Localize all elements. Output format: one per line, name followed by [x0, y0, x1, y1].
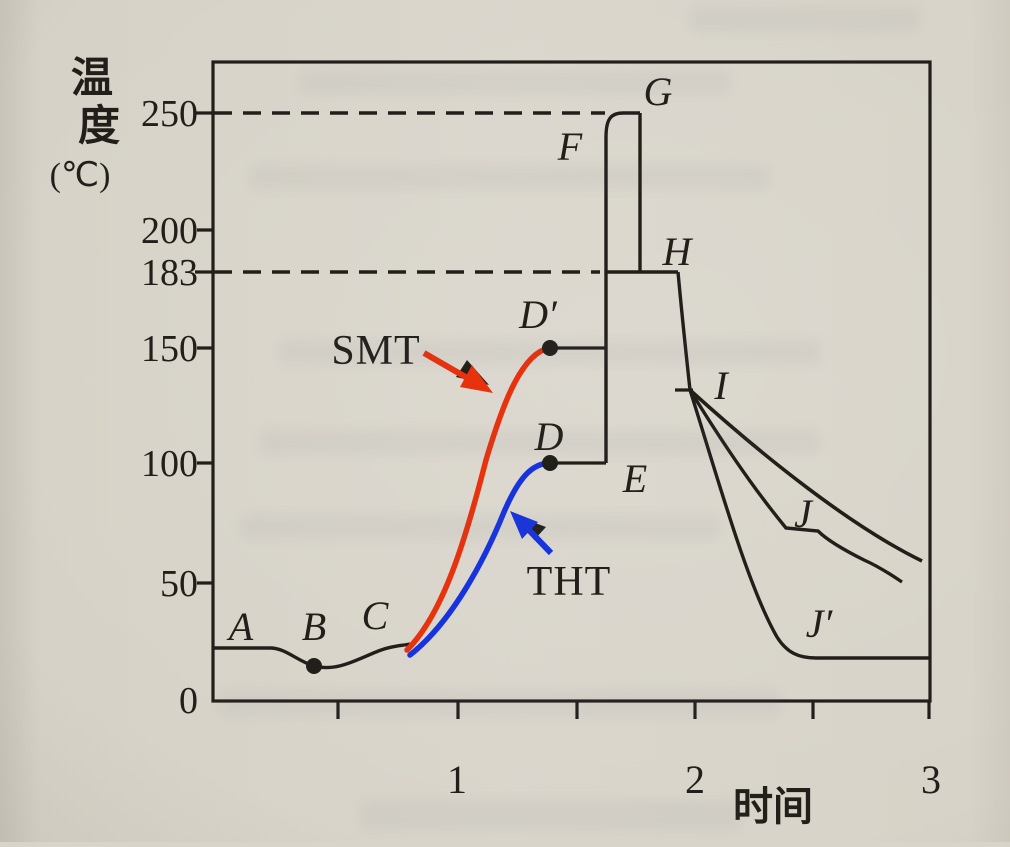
- point-label-e: E: [622, 456, 647, 501]
- tht-annotation-label: THT: [527, 559, 612, 605]
- tht-arrowhead: [510, 511, 538, 539]
- point-label-c: C: [362, 593, 390, 638]
- point-label-a: A: [226, 604, 254, 649]
- plot-frame: [211, 60, 932, 703]
- cooling-curve-upper: [688, 388, 923, 563]
- y-label-200: 200: [141, 210, 198, 252]
- point-dprime-dot: [542, 340, 558, 356]
- cooling-curve-middle-j: [688, 389, 903, 584]
- x-axis-title: 时间: [733, 784, 813, 829]
- x-label-3: 3: [921, 757, 941, 802]
- spike-rise-e-f-g: [604, 111, 640, 463]
- point-label-dprime: D′: [518, 292, 558, 337]
- y-label-183: 183: [141, 252, 198, 294]
- point-d-dot: [542, 455, 558, 471]
- tht-arrow-line: [524, 525, 554, 556]
- point-label-f: F: [557, 124, 583, 169]
- y-label-0: 0: [179, 680, 198, 722]
- tht-curve: [407, 460, 552, 658]
- cooling-curve-lower-jprime: [688, 389, 929, 660]
- point-label-h: H: [662, 229, 694, 274]
- point-b-dot: [306, 658, 322, 674]
- drop-h-i: [676, 271, 692, 391]
- point-label-j: J: [794, 491, 814, 536]
- point-label-d: D: [534, 414, 564, 459]
- smt-annotation-label: SMT: [331, 328, 420, 374]
- y-label-100: 100: [141, 443, 198, 485]
- smt-arrowhead: [460, 365, 493, 393]
- x-axis-ticks: [336, 701, 931, 719]
- smt-curve: [404, 345, 552, 653]
- point-label-i: I: [713, 363, 729, 408]
- point-label-b: B: [302, 604, 326, 649]
- y-label-50: 50: [160, 563, 198, 605]
- x-label-2: 2: [685, 757, 705, 802]
- y-label-250: 250: [141, 93, 198, 135]
- curve-a-b-c: [214, 642, 411, 670]
- x-label-1: 1: [447, 757, 467, 802]
- point-label-jprime: J′: [806, 601, 834, 646]
- y-axis-title-char1: 温: [71, 55, 113, 102]
- y-label-150: 150: [141, 328, 198, 370]
- y-axis-unit: (℃): [50, 157, 111, 194]
- point-label-g: G: [644, 69, 673, 114]
- y-axis-title-char2: 度: [78, 103, 120, 150]
- y-axis-ticks: [195, 111, 214, 585]
